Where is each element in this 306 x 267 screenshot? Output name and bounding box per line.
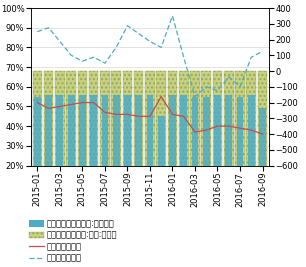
Bar [190, 71, 200, 205]
Bar [259, 108, 266, 205]
Bar [135, 95, 142, 205]
Bar [89, 71, 99, 205]
Bar [134, 71, 144, 205]
Bar [158, 116, 165, 205]
Bar [147, 95, 153, 205]
Bar [145, 71, 155, 205]
Bar [57, 95, 63, 205]
Bar [100, 71, 110, 205]
Bar [192, 97, 198, 205]
Bar [203, 97, 210, 205]
Bar [102, 95, 108, 205]
Bar [246, 71, 256, 205]
Bar [201, 71, 211, 205]
Bar [34, 97, 41, 205]
Bar [45, 95, 52, 205]
Bar [90, 95, 97, 205]
Bar [180, 95, 187, 205]
Bar [66, 71, 76, 205]
Bar [79, 95, 86, 205]
Bar [169, 95, 176, 205]
Bar [248, 95, 255, 205]
Bar [235, 71, 245, 205]
Bar [179, 71, 188, 205]
Bar [156, 71, 166, 205]
Bar [32, 71, 42, 205]
Bar [258, 71, 267, 205]
Bar [123, 71, 132, 205]
Bar [237, 97, 243, 205]
Bar [226, 95, 232, 205]
Bar [55, 71, 65, 205]
Bar [111, 71, 121, 205]
Bar [78, 71, 87, 205]
Bar [124, 95, 131, 205]
Bar [113, 95, 120, 205]
Bar [214, 95, 221, 205]
Bar [224, 71, 233, 205]
Bar [68, 95, 74, 205]
Bar [168, 71, 177, 205]
Bar [213, 71, 222, 205]
Legend: 銀行代客结汇售汇差:服务贸易, 国际服务贸易差额:旅行:当月値, 服务贸易结汇比, 服务贸易售汇比: 銀行代客结汇售汇差:服务贸易, 国际服务贸易差额:旅行:当月値, 服务贸易结汇比… [29, 219, 118, 263]
Bar [44, 71, 54, 205]
